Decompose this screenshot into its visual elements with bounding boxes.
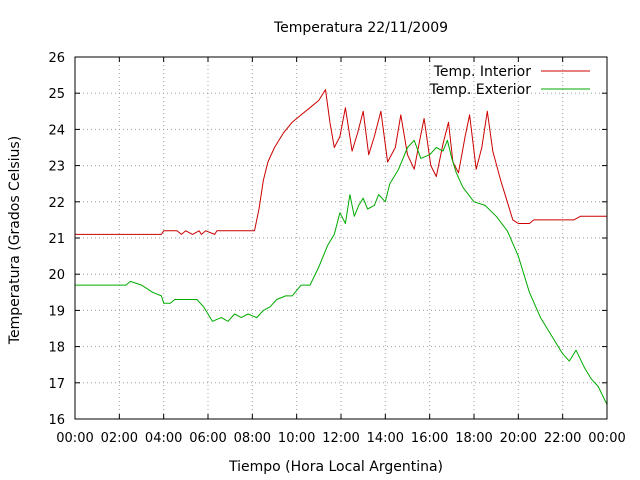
x-tick-label: 04:00 [145, 431, 182, 446]
y-tick-label: 26 [48, 51, 65, 66]
y-tick-label: 20 [48, 268, 65, 283]
y-tick-label: 25 [48, 87, 65, 102]
x-axis-label: Tiempo (Hora Local Argentina) [228, 459, 443, 475]
y-tick-label: 17 [48, 377, 65, 392]
y-axis-label: Temperatura (Grados Celsius) [7, 136, 23, 345]
chart-title: Temperatura 22/11/2009 [273, 20, 448, 36]
x-tick-label: 14:00 [367, 431, 404, 446]
x-tick-label: 00:00 [56, 431, 93, 446]
legend: Temp. Interior Temp. Exterior [429, 64, 590, 98]
series-layer [75, 89, 608, 405]
x-tick-label: 16:00 [411, 431, 448, 446]
x-tick-label: 10:00 [278, 431, 315, 446]
axis-ticks: 00:00 02:00 04:00 06:00 08:00 10:00 12:00 14:00… [48, 51, 625, 446]
series-line-interior [75, 89, 607, 235]
x-tick-label: 12:00 [322, 431, 359, 446]
x-tick-label: 02:00 [101, 431, 138, 446]
y-tick-label: 21 [48, 232, 65, 247]
grid [75, 57, 607, 419]
x-tick-label: 08:00 [234, 431, 271, 446]
y-tick-label: 23 [48, 160, 65, 175]
legend-label-exterior: Temp. Exterior [429, 82, 532, 98]
y-tick-label: 24 [48, 123, 65, 138]
x-tick-label: 20:00 [500, 431, 537, 446]
x-tick-label: 18:00 [455, 431, 492, 446]
y-tick-label: 16 [48, 413, 65, 428]
x-tick-label: 06:00 [189, 431, 226, 446]
y-tick-label: 22 [48, 196, 65, 211]
series-line-exterior [75, 139, 608, 405]
y-tick-label: 19 [48, 304, 65, 319]
y-tick-label: 18 [48, 341, 65, 356]
legend-label-interior: Temp. Interior [433, 64, 532, 80]
x-tick-label: 22:00 [544, 431, 581, 446]
x-tick-label: 00:00 [588, 431, 625, 446]
